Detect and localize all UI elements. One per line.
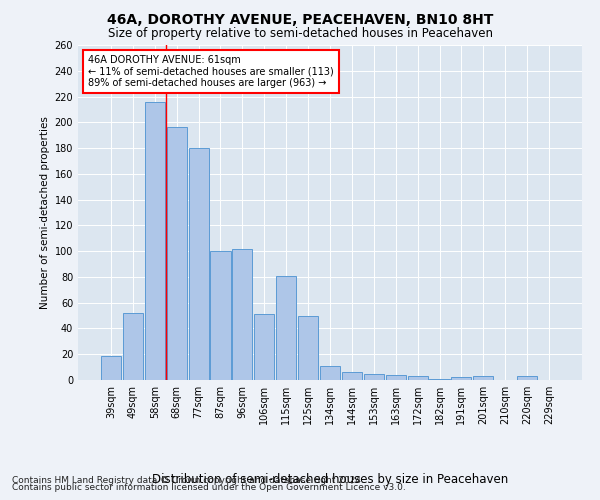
Bar	[407, 376, 428, 380]
Text: 46A, DOROTHY AVENUE, PEACEHAVEN, BN10 8HT: 46A, DOROTHY AVENUE, PEACEHAVEN, BN10 8H…	[107, 12, 493, 26]
Bar	[364, 374, 384, 380]
Bar	[473, 376, 493, 380]
Bar	[276, 276, 296, 380]
Bar	[211, 251, 230, 380]
X-axis label: Distribution of semi-detached houses by size in Peacehaven: Distribution of semi-detached houses by …	[152, 473, 508, 486]
Text: 46A DOROTHY AVENUE: 61sqm
← 11% of semi-detached houses are smaller (113)
89% of: 46A DOROTHY AVENUE: 61sqm ← 11% of semi-…	[88, 55, 334, 88]
Bar	[123, 313, 143, 380]
Bar	[451, 378, 472, 380]
Bar	[342, 372, 362, 380]
Bar	[430, 378, 449, 380]
Bar	[232, 248, 253, 380]
Bar	[188, 148, 209, 380]
Text: Contains HM Land Registry data © Crown copyright and database right 2024.: Contains HM Land Registry data © Crown c…	[12, 476, 364, 485]
Bar	[145, 102, 165, 380]
Bar	[386, 375, 406, 380]
Text: Contains public sector information licensed under the Open Government Licence v3: Contains public sector information licen…	[12, 484, 406, 492]
Bar	[167, 128, 187, 380]
Bar	[298, 316, 318, 380]
Text: Size of property relative to semi-detached houses in Peacehaven: Size of property relative to semi-detach…	[107, 28, 493, 40]
Bar	[320, 366, 340, 380]
Bar	[101, 356, 121, 380]
Y-axis label: Number of semi-detached properties: Number of semi-detached properties	[40, 116, 50, 309]
Bar	[517, 376, 537, 380]
Bar	[254, 314, 274, 380]
